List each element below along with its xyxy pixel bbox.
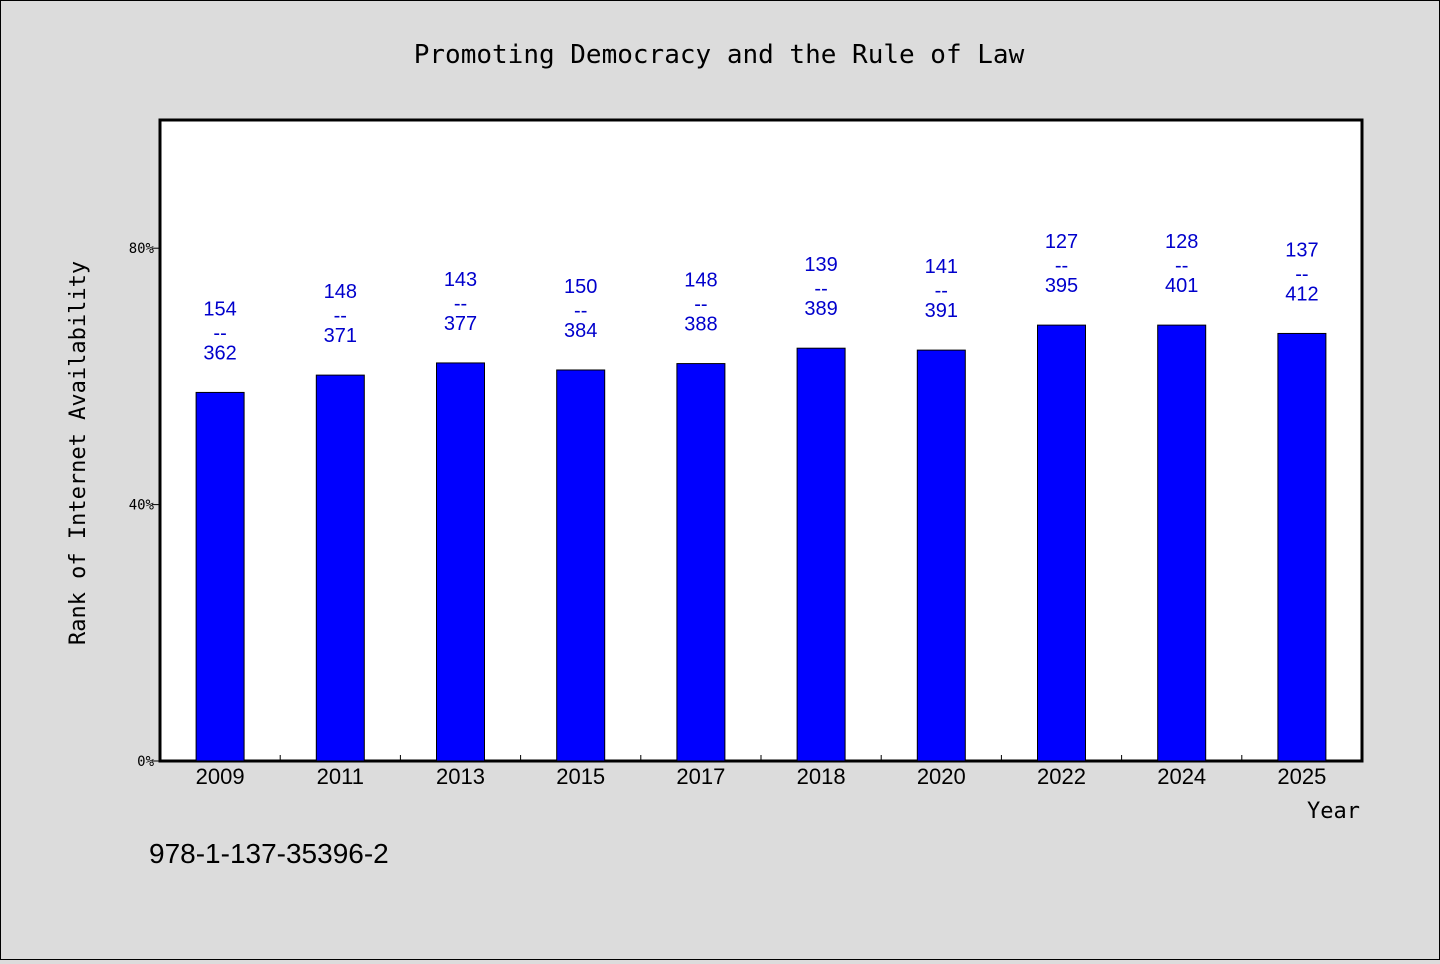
data-label-top: 150 [564,276,597,298]
x-tick-label: 2017 [676,764,725,789]
bar-2011 [315,374,365,762]
bar-2018 [796,347,846,762]
data-label-bottom: 362 [203,342,236,364]
bar-2015 [556,369,606,762]
data-label-separator: -- [334,305,347,327]
data-label-top: 148 [324,281,357,303]
data-label-top: 127 [1045,231,1078,253]
bar-2022 [1037,324,1086,762]
data-label-top: 139 [804,254,837,276]
data-label-top: 154 [203,298,236,320]
x-tick-label: 2011 [317,764,364,789]
isbn-footer: 978-1-137-35396-2 [149,838,389,869]
x-tick-label: 2024 [1157,764,1206,789]
y-axis-label: Rank of Internet Availability [66,261,91,645]
bar-2013 [436,362,485,762]
x-tick-label: 2025 [1277,764,1326,789]
data-label-top: 148 [684,270,717,292]
x-axis: 2009 2011 2013 2015 2017 2018 2020 2022 2024 2025 [196,755,1326,789]
data-label-separator: -- [935,280,948,302]
chart-title: Promoting Democracy and the Rule of Law [414,40,1025,70]
data-label-bottom: 388 [684,314,717,336]
data-label-bottom: 395 [1045,275,1078,297]
data-label-separator: -- [814,278,827,300]
x-tick-label: 2022 [1037,764,1086,789]
data-label-separator: -- [213,322,226,344]
x-axis-label: Year [1307,799,1360,824]
bar-2017 [676,363,726,762]
data-label-bottom: 377 [444,313,477,335]
x-tick-label: 2015 [556,764,605,789]
bar-2009 [195,391,245,762]
y-tick-label: 80% [129,241,155,257]
data-label-separator: -- [1175,255,1188,277]
data-label-bottom: 384 [564,320,597,342]
data-label-separator: -- [694,294,707,316]
data-label-bottom: 401 [1165,275,1198,297]
x-tick-label: 2009 [196,764,245,789]
bar-2025 [1277,332,1327,762]
data-label-separator: -- [574,300,587,322]
data-label-bottom: 412 [1285,283,1318,305]
data-label-bottom: 371 [324,325,357,347]
x-tick-label: 2013 [436,764,485,789]
bar-2020 [916,349,966,762]
data-label-bottom: 391 [925,300,958,322]
x-tick-label: 2018 [797,764,846,789]
y-tick-label: 0% [137,754,154,770]
data-label-bottom: 389 [804,298,837,320]
bar-2024 [1157,324,1207,762]
data-label-top: 141 [925,256,958,278]
bars [195,324,1327,762]
data-labels: 154--362148--371143--377150--384148--388… [203,231,1318,364]
data-label-top: 137 [1285,239,1318,261]
data-label-separator: -- [1295,263,1308,285]
x-tick-label: 2020 [917,764,966,789]
data-label-separator: -- [1055,255,1068,277]
data-label-separator: -- [454,293,467,315]
y-tick-label: 40% [129,498,155,514]
data-label-top: 143 [444,269,477,291]
data-label-top: 128 [1165,231,1198,253]
y-axis: 0% 40% 80% [129,241,160,770]
